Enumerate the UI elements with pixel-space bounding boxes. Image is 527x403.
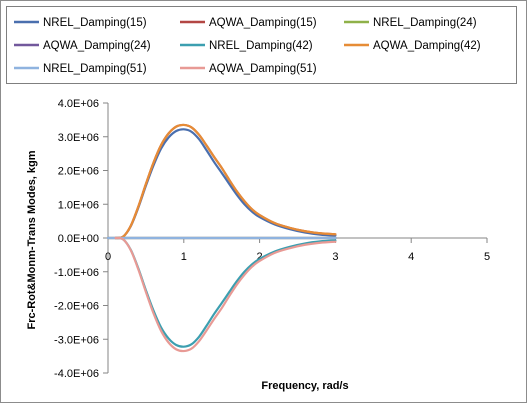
legend: NREL_Damping(15) AQWA_Damping(15) NREL_Dam… (6, 6, 517, 84)
y-tick-label: -1.0E+06 (54, 267, 99, 279)
legend-label-nrel-damping-24: NREL_Damping(24) (373, 17, 477, 29)
legend-label-nrel-damping-15: NREL_Damping(15) (43, 17, 147, 29)
x-tick-label: 3 (332, 251, 338, 263)
x-axis-title: Frequency, rad/s (261, 380, 348, 392)
legend-label-aqwa-damping-51: AQWA_Damping(51) (209, 63, 317, 75)
y-tick-label: 3.0E+06 (58, 132, 99, 144)
series-line-aqwa-damping-51 (114, 236, 337, 353)
tick-labels: 4.0E+06 3.0E+06 2.0E+06 1.0E+06 0.0E+00 -1.0E… (54, 98, 490, 380)
series-line-aqwa-damping-42 (114, 123, 337, 240)
y-tick-label: 1.0E+06 (58, 199, 99, 211)
series-layer (106, 123, 337, 353)
legend-box (6, 6, 517, 84)
legend-label-aqwa-damping-42: AQWA_Damping(42) (373, 40, 481, 52)
y-axis-title: Frc-Rot&Monm-Trans Modes, kgm (26, 150, 38, 329)
y-tick-label: 0.0E+00 (58, 233, 99, 245)
y-tick-label: 2.0E+06 (58, 166, 99, 178)
y-tick-label: -2.0E+06 (54, 301, 99, 313)
x-tick-label: 1 (181, 251, 187, 263)
legend-label-nrel-damping-51: NREL_Damping(51) (43, 63, 147, 75)
legend-label-aqwa-damping-24: AQWA_Damping(24) (43, 40, 151, 52)
x-tick-label: 5 (484, 251, 490, 263)
legend-label-aqwa-damping-15: AQWA_Damping(15) (209, 17, 317, 29)
legend-label-nrel-damping-42: NREL_Damping(42) (209, 40, 313, 52)
x-tick-label: 0 (105, 251, 111, 263)
y-tick-label: 4.0E+06 (58, 98, 99, 110)
y-tick-label: -3.0E+06 (54, 334, 99, 346)
x-tick-label: 2 (257, 251, 263, 263)
y-tick-label: -4.0E+06 (54, 368, 99, 380)
x-tick-label: 4 (408, 251, 414, 263)
